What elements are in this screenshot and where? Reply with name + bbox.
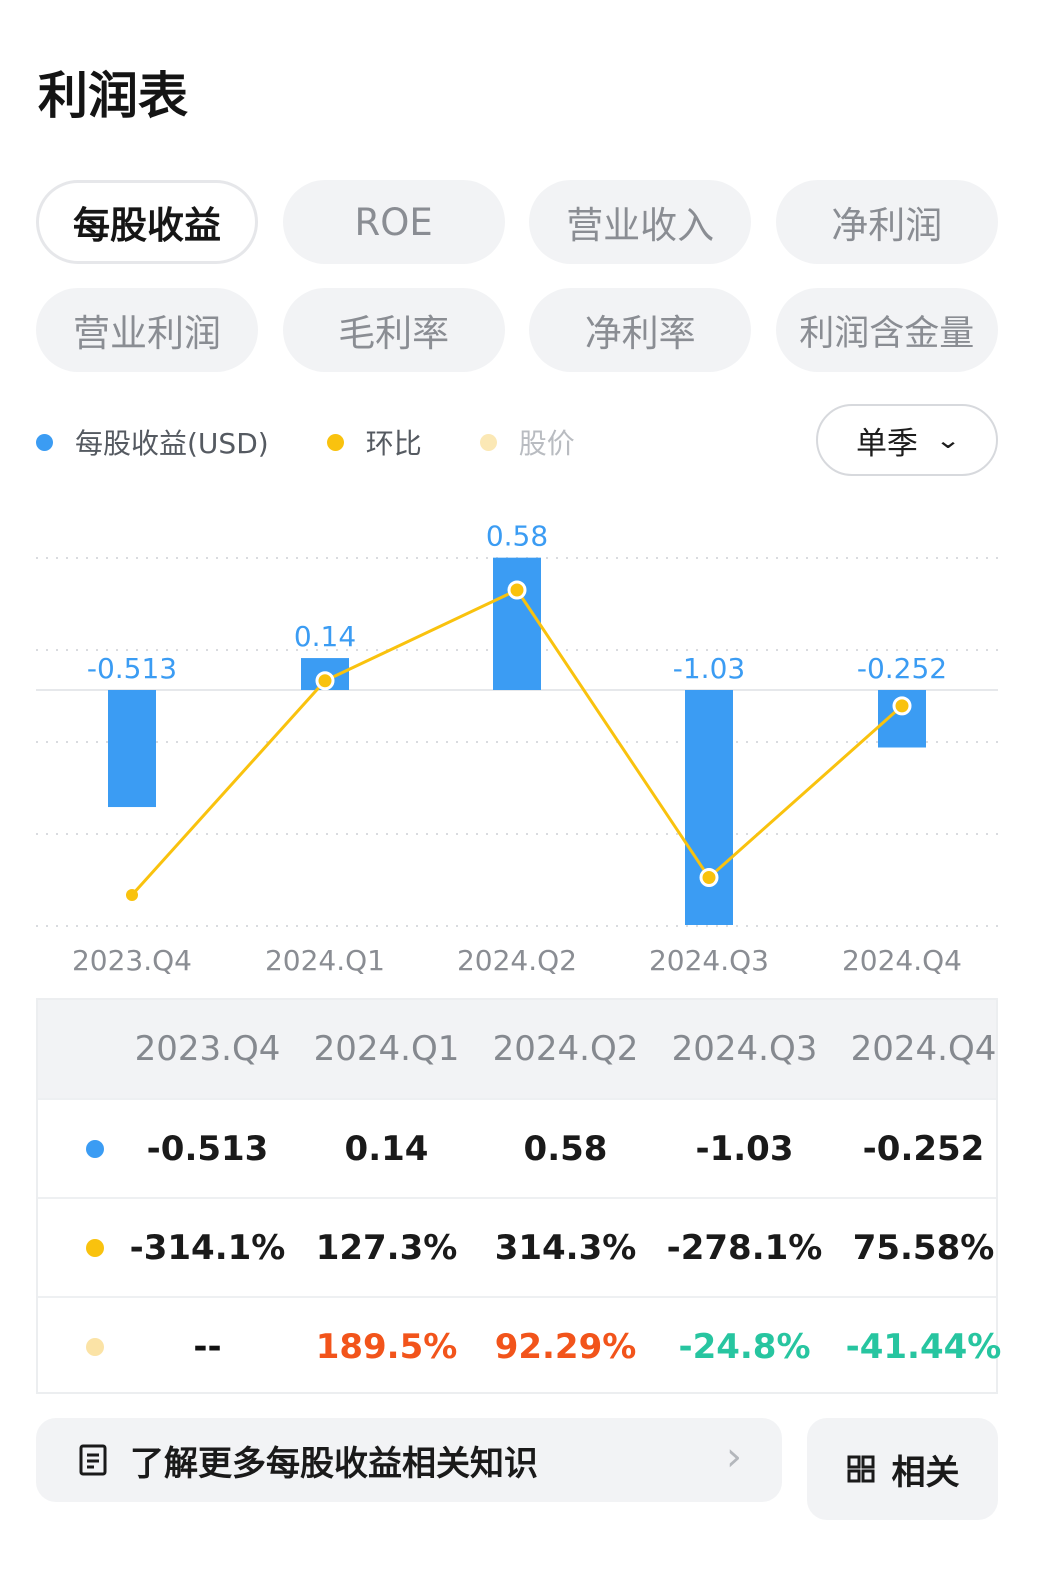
x-tick-label: 2024.Q3: [649, 944, 769, 977]
bar: [108, 690, 156, 808]
table-cell: -314.1%: [129, 1227, 286, 1268]
tab-gross-margin[interactable]: 毛利率: [282, 288, 505, 372]
table-header-cell: 2024.Q3: [671, 1029, 818, 1069]
data-label: -0.513: [87, 652, 177, 685]
x-tick-label: 2024.Q4: [842, 944, 962, 977]
table-cell: 92.29%: [494, 1326, 637, 1367]
legend-qoq[interactable]: 环比: [326, 422, 422, 462]
period-select[interactable]: 单季 ⌄: [816, 404, 998, 476]
tab-profit-quality[interactable]: 利润含金量: [775, 288, 998, 372]
table-cell: 314.3%: [494, 1227, 637, 1268]
metric-tabs: 每股收益 ROE 营业收入 净利润 营业利润 毛利率 净利率 利润含金量: [36, 180, 998, 372]
dot: [86, 1238, 104, 1257]
table-cell: -24.8%: [678, 1326, 811, 1367]
data-label: -1.03: [673, 652, 745, 685]
tab-net-margin[interactable]: 净利率: [529, 288, 752, 372]
learn-more-label: 了解更多每股收益相关知识: [130, 1443, 538, 1484]
table-cell: 75.58%: [852, 1227, 995, 1268]
data-label: 0.14: [294, 620, 356, 653]
chevron-right-icon: ›: [726, 1434, 742, 1480]
x-tick-label: 2023.Q4: [72, 944, 192, 977]
line-point: [892, 696, 912, 716]
tab-eps[interactable]: 每股收益: [36, 180, 258, 264]
table-cell: 189.5%: [315, 1326, 458, 1367]
table-row-qoq: -314.1% 127.3% 314.3% -278.1% 75.58%: [38, 1197, 996, 1296]
table-header-cell: 2024.Q4: [850, 1029, 997, 1069]
legend-price-dot: [479, 433, 497, 451]
table-header-cell: 2024.Q2: [492, 1029, 639, 1069]
learn-more-button[interactable]: 了解更多每股收益相关知识 ›: [36, 1418, 782, 1502]
legend-eps-label: 每股收益(USD): [75, 427, 269, 460]
table-header-cell: 2023.Q4: [134, 1029, 281, 1069]
legend-price[interactable]: 股价: [479, 422, 575, 462]
table-header-cell: 2024.Q1: [313, 1029, 460, 1069]
table-cell: -1.03: [695, 1128, 794, 1169]
bar: [493, 557, 541, 690]
line-point: [126, 889, 138, 901]
data-label: 0.58: [486, 520, 548, 553]
row-dot-qoq: [38, 1238, 118, 1257]
table-cell: 127.3%: [315, 1227, 458, 1268]
tab-revenue[interactable]: 营业收入: [529, 180, 752, 264]
row-dot-eps: [38, 1139, 118, 1158]
dot: [86, 1337, 104, 1356]
period-select-label: 单季: [855, 425, 918, 462]
tab-roe[interactable]: ROE: [282, 180, 505, 264]
chart-legend: 每股收益(USD) 环比 股价: [36, 420, 633, 464]
grid-icon: [847, 1455, 874, 1483]
eps-chart: -0.513 0.14 0.58 -1.03 -0.252 2023.Q4 2024.Q1 2…: [0, 500, 1038, 1000]
related-label: 相关: [891, 1452, 960, 1493]
table-cell: 0.58: [523, 1128, 608, 1169]
table-cell: -0.252: [862, 1128, 985, 1169]
legend-price-label: 股价: [518, 427, 575, 460]
row-dot-price: [38, 1337, 118, 1356]
chevron-down-icon: ⌄: [934, 426, 962, 454]
line-point: [315, 671, 335, 691]
page-title: 利润表: [38, 67, 188, 125]
document-icon: [79, 1444, 107, 1476]
x-tick-label: 2024.Q1: [265, 944, 385, 977]
legend-eps[interactable]: 每股收益(USD): [36, 422, 269, 462]
tab-net-profit[interactable]: 净利润: [775, 180, 998, 264]
chart-svg: -0.513 0.14 0.58 -1.03 -0.252 2023.Q4 2024.Q1 2…: [36, 520, 998, 977]
x-tick-label: 2024.Q2: [457, 944, 577, 977]
bar: [685, 690, 733, 925]
dot: [86, 1139, 104, 1158]
tab-operating-profit[interactable]: 营业利润: [36, 288, 258, 372]
legend-qoq-dot: [326, 433, 344, 451]
table-cell: -278.1%: [666, 1227, 823, 1268]
table-row-price: -- 189.5% 92.29% -24.8% -41.44%: [38, 1296, 1001, 1395]
line-point: [507, 580, 527, 600]
table-header: 2023.Q4 2024.Q1 2024.Q2 2024.Q3 2024.Q4: [38, 1000, 996, 1098]
table-cell: -0.513: [146, 1128, 269, 1169]
legend-qoq-label: 环比: [365, 427, 422, 460]
table-cell: -41.44%: [845, 1326, 1002, 1367]
data-label: -0.252: [857, 652, 947, 685]
related-button[interactable]: 相关: [807, 1418, 998, 1520]
table-row-eps: -0.513 0.14 0.58 -1.03 -0.252: [38, 1098, 996, 1197]
line-point: [699, 868, 719, 888]
legend-eps-dot: [36, 433, 53, 451]
table-cell: 0.14: [344, 1128, 429, 1169]
data-table: 2023.Q4 2024.Q1 2024.Q2 2024.Q3 2024.Q4 …: [36, 998, 1001, 1395]
table-cell: --: [193, 1326, 222, 1367]
